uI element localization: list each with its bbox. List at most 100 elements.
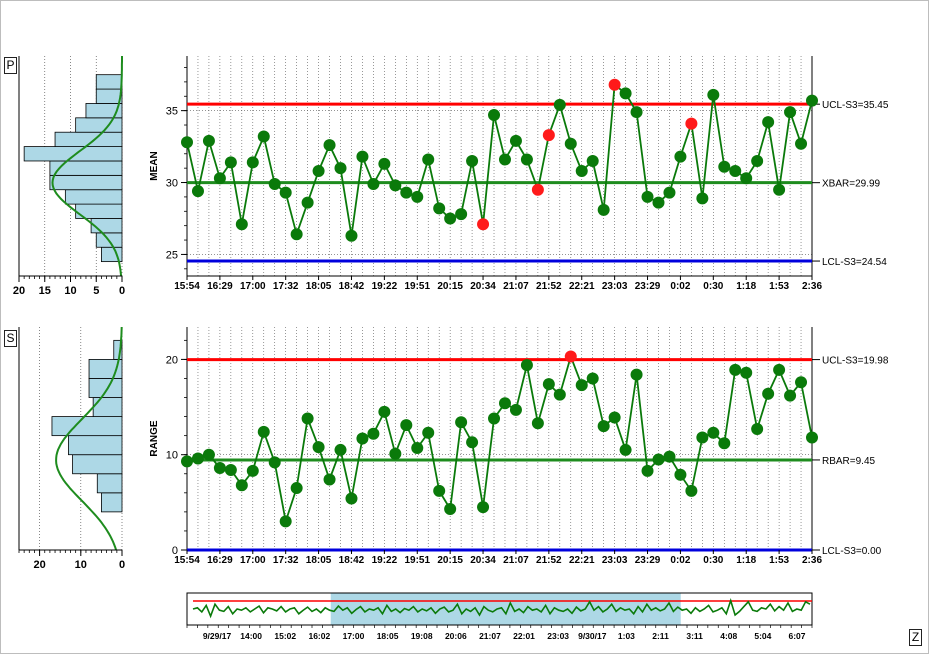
data-point bbox=[488, 412, 501, 425]
data-point bbox=[509, 134, 522, 147]
data-point bbox=[246, 156, 259, 169]
data-point bbox=[806, 94, 818, 107]
data-point bbox=[564, 137, 577, 150]
data-point bbox=[751, 154, 764, 167]
data-point bbox=[498, 153, 511, 166]
overview-time-label: 4:08 bbox=[720, 631, 737, 641]
data-point bbox=[389, 447, 402, 460]
overview-series-line bbox=[192, 597, 811, 619]
p-button[interactable]: P bbox=[4, 57, 17, 74]
x-tick-label: 18:05 bbox=[306, 281, 332, 292]
data-point bbox=[477, 501, 490, 514]
data-point bbox=[367, 177, 380, 190]
y-tick-label: 25 bbox=[166, 249, 178, 261]
hist-tick-label: 0 bbox=[119, 285, 125, 297]
data-point bbox=[224, 463, 237, 476]
x-tick-label: 21:52 bbox=[536, 555, 562, 566]
lcl-limit-label: LCL-S3=0.00 bbox=[822, 546, 882, 557]
y-axis-label: RANGE bbox=[149, 420, 160, 456]
data-point bbox=[762, 116, 775, 129]
data-point bbox=[246, 464, 259, 477]
data-point bbox=[268, 177, 281, 190]
data-point bbox=[575, 165, 588, 178]
data-point bbox=[795, 376, 808, 389]
x-tick-label: 0:02 bbox=[670, 281, 690, 292]
x-tick-label: 20:34 bbox=[470, 281, 496, 292]
normal-curve bbox=[51, 56, 123, 277]
x-tick-label: 2:36 bbox=[802, 555, 822, 566]
alarm-point bbox=[477, 218, 490, 231]
overview-time-label: 9/29/17 bbox=[203, 631, 232, 641]
data-point bbox=[257, 130, 270, 143]
data-point bbox=[422, 153, 435, 166]
y-tick-label: 10 bbox=[166, 450, 178, 462]
hist-tick-label: 20 bbox=[33, 559, 45, 571]
data-point bbox=[729, 363, 742, 376]
data-point bbox=[411, 190, 424, 203]
data-point bbox=[301, 412, 314, 425]
data-point bbox=[312, 441, 325, 454]
data-point bbox=[345, 492, 358, 505]
x-tick-label: 21:07 bbox=[503, 555, 529, 566]
data-point bbox=[674, 150, 687, 163]
data-point bbox=[356, 150, 369, 163]
x-tick-label: 23:29 bbox=[635, 555, 661, 566]
x-tick-label: 21:52 bbox=[536, 281, 562, 292]
overview-time-label: 14:00 bbox=[240, 631, 262, 641]
alarm-point bbox=[542, 129, 555, 142]
x-tick-label: 0:30 bbox=[703, 555, 723, 566]
data-point bbox=[718, 160, 731, 173]
data-point bbox=[181, 455, 193, 468]
x-tick-label: 23:29 bbox=[635, 281, 661, 292]
data-point bbox=[707, 88, 720, 101]
x-tick-label: 18:05 bbox=[306, 555, 332, 566]
data-point bbox=[652, 196, 665, 209]
data-point bbox=[553, 388, 566, 401]
ucl-limit-label: UCL-S3=19.98 bbox=[822, 356, 889, 367]
data-point bbox=[795, 137, 808, 150]
x-tick-label: 16:29 bbox=[207, 281, 233, 292]
data-point bbox=[334, 162, 347, 175]
data-point bbox=[553, 98, 566, 111]
x-tick-label: 0:02 bbox=[670, 555, 690, 566]
hist-tick-label: 15 bbox=[39, 285, 51, 297]
data-point bbox=[290, 228, 303, 241]
data-point bbox=[597, 420, 610, 433]
data-point bbox=[400, 186, 413, 199]
x-tick-label: 20:34 bbox=[470, 555, 496, 566]
data-point bbox=[301, 196, 314, 209]
data-point bbox=[444, 503, 457, 516]
data-point bbox=[290, 482, 303, 495]
ucl-limit-label: UCL-S3=35.45 bbox=[822, 100, 889, 111]
data-point bbox=[191, 452, 204, 465]
data-point bbox=[520, 359, 533, 372]
x-tick-label: 18:42 bbox=[339, 281, 365, 292]
histogram-bar bbox=[68, 435, 123, 456]
data-point bbox=[619, 443, 632, 456]
data-point bbox=[345, 229, 358, 242]
data-point bbox=[718, 437, 731, 450]
x-tick-label: 22:21 bbox=[569, 555, 595, 566]
z-button[interactable]: Z bbox=[909, 629, 922, 646]
data-point bbox=[181, 136, 193, 149]
x-tick-label: 1:53 bbox=[769, 281, 789, 292]
data-point bbox=[279, 515, 292, 528]
data-point bbox=[378, 405, 391, 418]
x-tick-label: 17:00 bbox=[240, 281, 266, 292]
y-tick-label: 35 bbox=[166, 106, 178, 118]
overview-time-label: 5:04 bbox=[754, 631, 771, 641]
s-button[interactable]: S bbox=[4, 330, 17, 347]
histogram-bar bbox=[95, 88, 123, 104]
data-point bbox=[531, 417, 544, 430]
data-point bbox=[630, 368, 643, 381]
overview-time-label: 23:03 bbox=[547, 631, 569, 641]
overview-time-label: 17:00 bbox=[343, 631, 365, 641]
data-point bbox=[685, 484, 698, 497]
x-tick-label: 2:36 bbox=[802, 281, 822, 292]
alarm-point bbox=[608, 78, 621, 91]
x-tick-label: 15:54 bbox=[174, 281, 200, 292]
center-limit-label: XBAR=29.99 bbox=[822, 179, 881, 190]
data-point bbox=[191, 185, 204, 198]
